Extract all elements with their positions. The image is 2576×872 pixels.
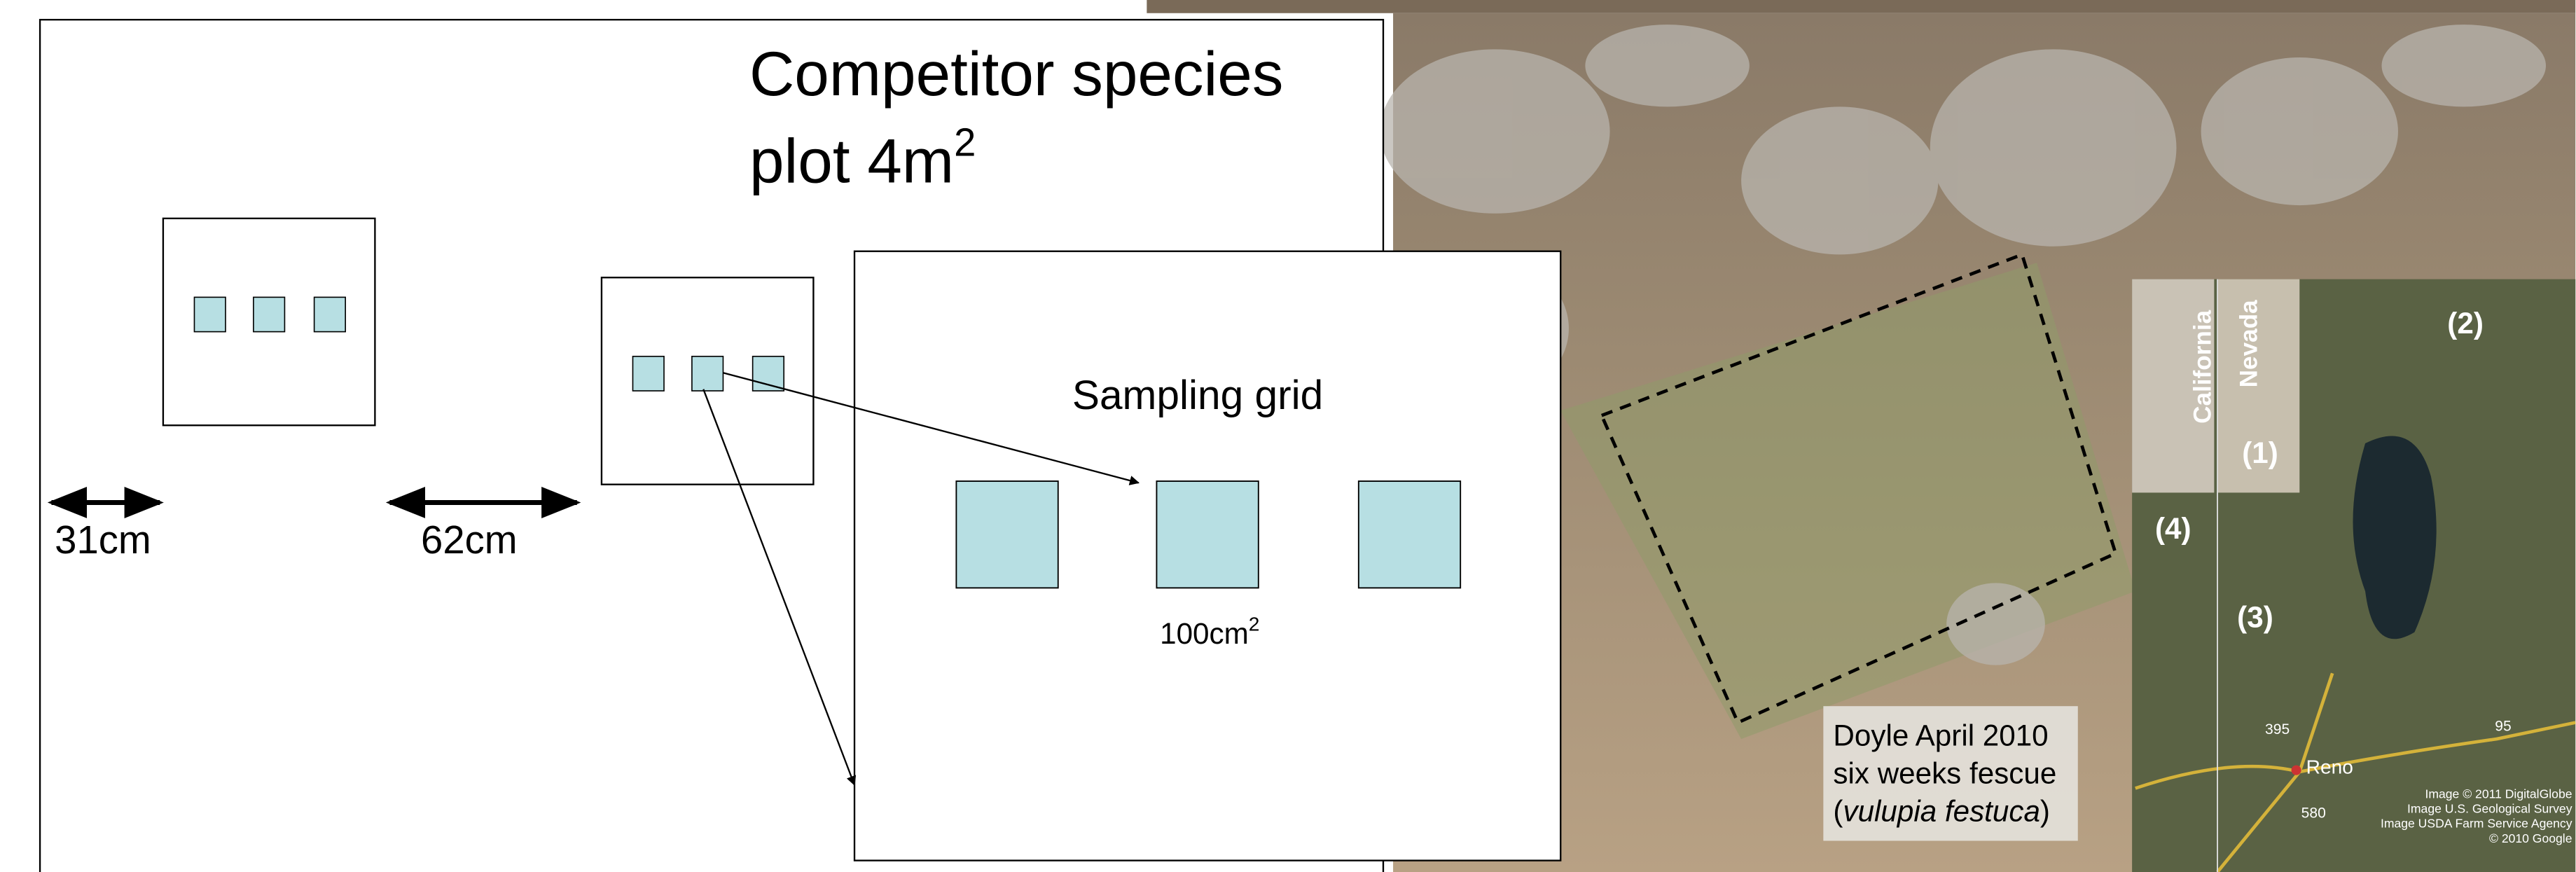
highway-label: 395 bbox=[2265, 721, 2290, 738]
site-marker: (1) bbox=[2242, 436, 2278, 469]
site-marker: (4) bbox=[2155, 512, 2191, 545]
slide: Doyle April 2010 six weeks fescue (vulup… bbox=[0, 0, 2576, 872]
map-inset: California Nevada (1) (2) (3) (4) Reno 3… bbox=[2132, 279, 2575, 872]
map-credit: Image U.S. Geological Survey bbox=[2407, 802, 2572, 816]
grid-title: Sampling grid bbox=[1072, 373, 1323, 418]
highway-label: 580 bbox=[2301, 805, 2326, 822]
panel-title: plot 4m2 bbox=[749, 120, 976, 196]
site-marker: (3) bbox=[2237, 601, 2273, 634]
city-label: Reno bbox=[2306, 756, 2353, 777]
panel-title: Competitor species bbox=[749, 39, 1283, 109]
caption-line: Doyle April 2010 bbox=[1833, 719, 2048, 752]
caption-line: (vulupia festuca) bbox=[1833, 794, 2050, 827]
highway-label: 95 bbox=[2495, 718, 2511, 734]
grid-area: 100cm2 bbox=[1160, 613, 1259, 650]
state-label: California bbox=[2189, 310, 2217, 424]
map-credit: © 2010 Google bbox=[2489, 831, 2572, 845]
caption-line: six weeks fescue bbox=[1833, 756, 2056, 789]
spacing-label: 31cm bbox=[55, 518, 151, 562]
map-credit: Image © 2011 DigitalGlobe bbox=[2425, 787, 2572, 801]
map-credit: Image USDA Farm Service Agency bbox=[2381, 817, 2572, 831]
site-marker: (2) bbox=[2447, 307, 2484, 340]
page: {"panel": {"title": "Competitor species"… bbox=[0, 0, 2576, 872]
spacing-label: 62cm bbox=[421, 518, 518, 562]
state-label: Nevada bbox=[2235, 300, 2262, 388]
